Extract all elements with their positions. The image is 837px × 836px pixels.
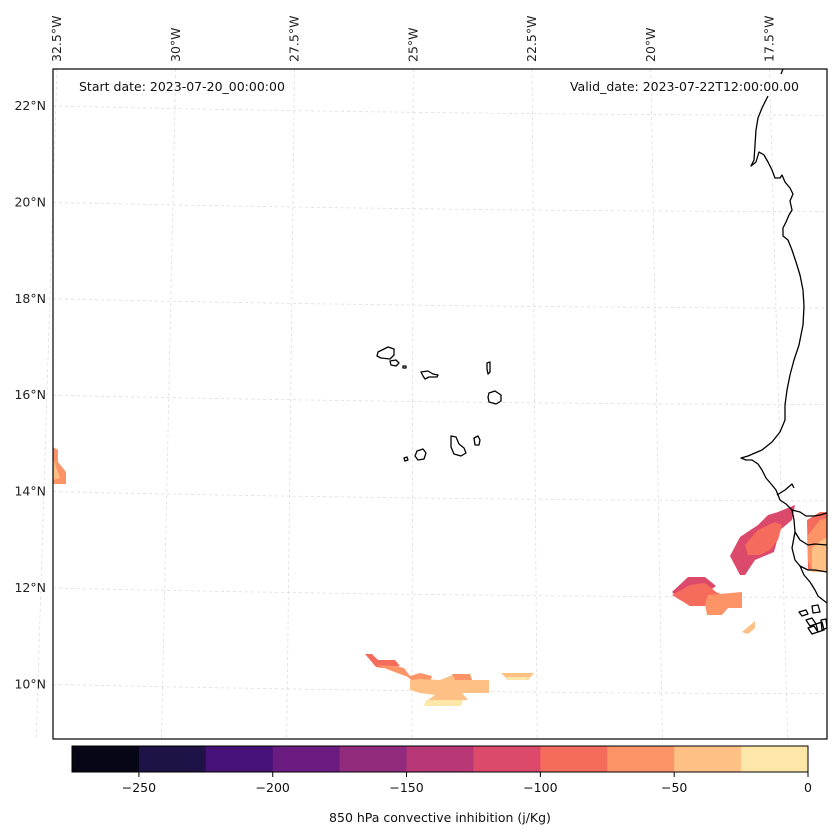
gridline-lat [52,684,828,695]
island-fogo [414,448,427,461]
gridline-lat [52,105,828,116]
gridline-lon [531,68,538,740]
cin-patch-south-orange2 [452,674,472,680]
latitude-tick-label: 10°N [14,676,46,691]
cin-patch-south-orange [376,665,432,683]
colorbar-tick-label: −50 [661,780,687,795]
island-sao-vicente [389,359,400,367]
cin-patch-south-red [365,654,400,668]
island-santa-luzia [402,365,407,369]
gridline-lon [35,68,58,740]
colorbar-tick-label: −200 [256,780,290,795]
colorbar-tick-label: −150 [389,780,423,795]
longitude-tick-label: 32.5°W [49,16,64,62]
cin-patch-sw-orange [705,592,742,615]
island-maio [473,435,481,446]
colorbar: −250 −200 −150 −100 −50 0 [71,745,812,795]
cin-patch-coast-red [745,522,782,555]
island-santiago [450,435,467,457]
colorbar-outline [71,745,809,773]
map-frame [52,68,828,740]
longitude-tick-label: 20°W [643,27,658,62]
gridline-lon [650,68,663,740]
colorbar-bin [272,746,341,772]
latitude-labels: 22°N 20°N 18°N 16°N 14°N 12°N 10°N [14,98,46,691]
island-sal [486,361,491,375]
colorbar-bin [205,746,274,772]
colorbar-bin [72,746,140,772]
colorbar-bin [406,746,474,772]
start-date-label: Start date: 2023-07-20_00:00:00 [79,79,285,94]
longitude-tick-label: 17.5°W [762,16,777,62]
island-brava [403,456,409,462]
colorbar-bin [741,746,809,772]
colorbar-bin [674,746,742,772]
bijagos-islands [798,604,828,635]
latitude-tick-label: 20°N [14,194,46,209]
longitude-tick-label: 22.5°W [524,16,539,62]
colorbar-label: 850 hPa convective inhibition (j/Kg) [329,810,551,825]
cin-patch-sw-sliver [742,621,755,634]
longitude-tick-label: 30°W [168,27,183,62]
island-boa-vista [487,390,502,405]
island-sao-nicolau [420,370,439,380]
colorbar-tick-label: −250 [122,780,156,795]
colorbar-bin [473,746,541,772]
gridline-lon [161,68,177,740]
cin-patch-far-west-inner [53,458,60,480]
latitude-tick-label: 18°N [14,291,46,306]
gridline-lat [52,298,828,309]
cin-patch-south-east-yellow [506,677,530,680]
coastline-africa [740,68,828,604]
colorbar-bin [138,746,207,772]
coastlines [376,68,828,635]
latitude-tick-label: 14°N [14,484,46,499]
colorbar-bin [607,746,675,772]
colorbar-bin [339,746,408,772]
cin-field [53,447,827,706]
colorbar-bin [540,746,608,772]
colorbar-tick-label: −100 [523,780,557,795]
longitude-tick-label: 27.5°W [287,16,302,62]
gridline-lon [769,68,789,740]
cin-patch-south-peach [410,674,489,700]
island-santo-antao [376,346,395,360]
gridlines [35,68,828,740]
map-background [53,69,827,739]
gridline-lat [52,587,828,598]
gridline-lon [286,68,295,740]
gridline-lat [52,202,828,213]
latitude-tick-label: 16°N [14,387,46,402]
gridline-lat [52,491,828,502]
gridline-lon [411,68,414,740]
longitude-labels: 32.5°W 30°W 27.5°W 25°W 22.5°W 20°W 17.5°W [49,16,777,62]
valid-date-label: Valid_date: 2023-07-22T12:00:00.00 [570,79,799,94]
gridline-lat [52,394,828,405]
longitude-tick-label: 25°W [405,27,420,62]
latitude-tick-label: 22°N [14,98,46,113]
cin-patch-south-yellow [424,700,463,706]
colorbar-tick-label: 0 [804,780,812,795]
latitude-tick-label: 12°N [14,580,46,595]
cin-patch-gambia-peach [812,538,827,572]
